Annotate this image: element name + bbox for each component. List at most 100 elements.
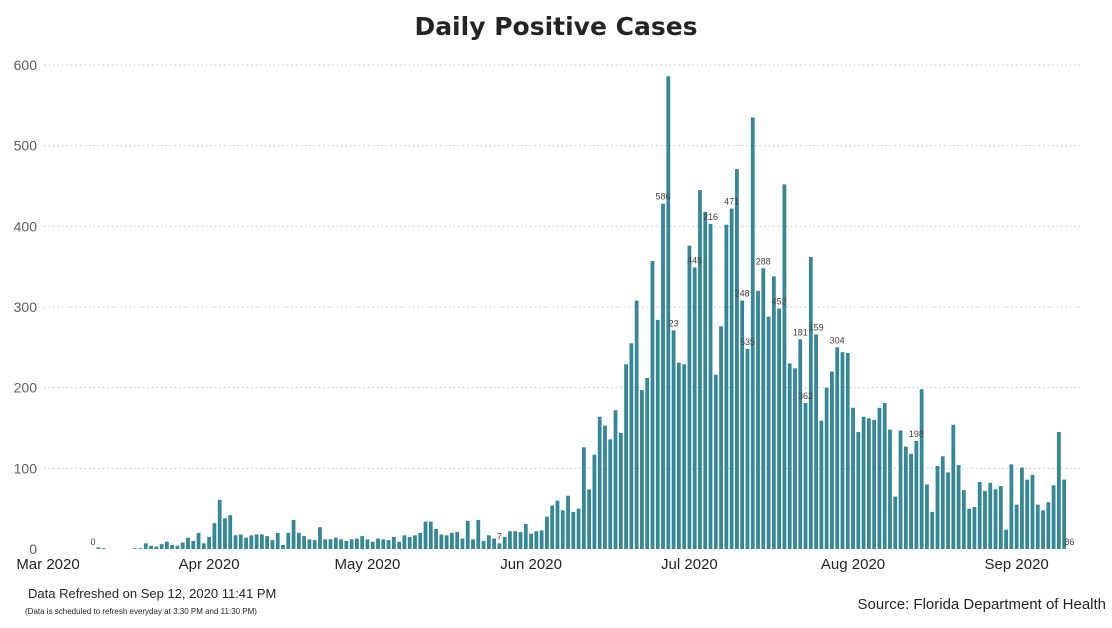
- bar[interactable]: [413, 535, 417, 549]
- bar[interactable]: [143, 543, 148, 549]
- bar[interactable]: [391, 536, 396, 549]
- bar[interactable]: [624, 364, 628, 549]
- bar[interactable]: [814, 334, 818, 549]
- bar[interactable]: [259, 534, 264, 549]
- bar[interactable]: [154, 546, 159, 549]
- bar[interactable]: [856, 432, 861, 549]
- bar[interactable]: [708, 223, 713, 549]
- bar[interactable]: [967, 508, 972, 549]
- bar[interactable]: [861, 416, 866, 549]
- bar[interactable]: [318, 527, 322, 549]
- bar[interactable]: [302, 536, 307, 549]
- bar[interactable]: [333, 537, 338, 549]
- bar[interactable]: [307, 539, 312, 549]
- bar[interactable]: [629, 343, 634, 549]
- bar[interactable]: [745, 348, 750, 549]
- bar[interactable]: [750, 117, 755, 549]
- bar[interactable]: [376, 538, 380, 549]
- bar[interactable]: [613, 410, 618, 549]
- bar[interactable]: [191, 540, 196, 549]
- bar[interactable]: [687, 245, 692, 549]
- bar[interactable]: [1062, 479, 1067, 549]
- bar[interactable]: [296, 532, 301, 549]
- bar[interactable]: [671, 330, 676, 549]
- bar[interactable]: [207, 536, 212, 549]
- bar[interactable]: [444, 535, 449, 549]
- bar[interactable]: [291, 519, 296, 549]
- bar[interactable]: [481, 540, 486, 549]
- bar[interactable]: [402, 535, 407, 549]
- bar[interactable]: [101, 548, 106, 549]
- bar[interactable]: [914, 440, 919, 549]
- bar[interactable]: [618, 432, 623, 549]
- bar[interactable]: [935, 465, 940, 549]
- bar[interactable]: [576, 508, 581, 549]
- bar[interactable]: [407, 536, 412, 549]
- bar[interactable]: [465, 520, 470, 549]
- bar[interactable]: [634, 300, 639, 549]
- bar[interactable]: [735, 169, 739, 549]
- bar[interactable]: [983, 490, 987, 549]
- bar[interactable]: [508, 531, 512, 549]
- bar[interactable]: [798, 339, 803, 549]
- bar[interactable]: [555, 500, 560, 549]
- bar[interactable]: [808, 256, 813, 549]
- bar[interactable]: [560, 510, 565, 549]
- bar[interactable]: [903, 446, 908, 549]
- bar[interactable]: [270, 540, 275, 549]
- bar[interactable]: [803, 402, 808, 549]
- bar[interactable]: [450, 532, 454, 549]
- bar[interactable]: [993, 489, 998, 549]
- bar[interactable]: [545, 516, 549, 549]
- bar[interactable]: [571, 511, 576, 549]
- bar[interactable]: [1041, 510, 1045, 549]
- bar[interactable]: [930, 511, 935, 549]
- bar[interactable]: [998, 486, 1003, 549]
- bar[interactable]: [265, 536, 270, 549]
- bar[interactable]: [1035, 504, 1040, 549]
- bar[interactable]: [523, 523, 528, 549]
- bar[interactable]: [872, 419, 877, 549]
- bar[interactable]: [539, 530, 544, 549]
- bar[interactable]: [228, 515, 233, 549]
- bar[interactable]: [898, 430, 903, 549]
- bar[interactable]: [323, 539, 328, 549]
- bar[interactable]: [428, 521, 433, 549]
- bar[interactable]: [381, 539, 386, 549]
- bar[interactable]: [703, 211, 708, 549]
- bar[interactable]: [365, 539, 370, 549]
- bar[interactable]: [355, 538, 359, 549]
- bar[interactable]: [492, 538, 497, 549]
- bar[interactable]: [645, 377, 650, 549]
- bar[interactable]: [460, 538, 465, 549]
- bar[interactable]: [1004, 529, 1008, 549]
- bar[interactable]: [729, 208, 734, 549]
- bar[interactable]: [1025, 479, 1030, 549]
- bar[interactable]: [940, 456, 945, 549]
- bar[interactable]: [587, 489, 592, 549]
- bar[interactable]: [244, 537, 248, 549]
- bar[interactable]: [666, 76, 671, 549]
- bar[interactable]: [471, 539, 475, 549]
- bar[interactable]: [724, 224, 729, 549]
- bar[interactable]: [233, 535, 238, 549]
- bar[interactable]: [1020, 467, 1024, 549]
- bar[interactable]: [682, 364, 687, 549]
- bar[interactable]: [851, 407, 855, 549]
- bar[interactable]: [455, 532, 460, 549]
- bar[interactable]: [1030, 474, 1035, 549]
- bar[interactable]: [777, 308, 782, 549]
- bar[interactable]: [275, 532, 280, 549]
- bar[interactable]: [281, 544, 285, 549]
- bar[interactable]: [766, 316, 771, 549]
- bar[interactable]: [550, 505, 555, 549]
- bar[interactable]: [217, 499, 222, 549]
- bar[interactable]: [909, 453, 913, 549]
- bar[interactable]: [1009, 464, 1014, 549]
- bar[interactable]: [956, 465, 961, 549]
- bar[interactable]: [1056, 432, 1061, 549]
- bar[interactable]: [608, 439, 613, 549]
- bar[interactable]: [238, 534, 243, 549]
- bar[interactable]: [819, 420, 824, 549]
- bar[interactable]: [988, 482, 993, 549]
